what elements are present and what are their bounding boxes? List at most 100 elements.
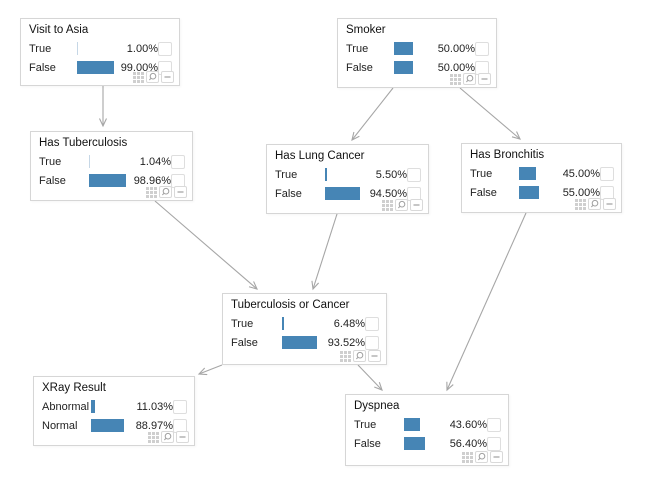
probability-bar-track: [281, 336, 319, 349]
node-has-lung-cancer[interactable]: Has Lung Cancer True 5.50% False 94.50%: [266, 144, 429, 214]
state-percentage: 45.00%: [562, 167, 600, 180]
evidence-checkbox[interactable]: [158, 41, 172, 56]
node-footer: [450, 73, 491, 85]
magnifier-icon[interactable]: [146, 71, 159, 83]
evidence-checkbox[interactable]: [487, 417, 501, 432]
node-title: XRay Result: [42, 382, 106, 394]
grid-icon[interactable]: [148, 431, 159, 443]
state-label: False: [39, 174, 66, 187]
node-title: Smoker: [346, 24, 386, 36]
grid-icon[interactable]: [146, 186, 157, 198]
monitor-rows: True 5.50% False 94.50%: [267, 164, 428, 203]
evidence-checkbox[interactable]: [365, 316, 379, 331]
state-percentage: 55.00%: [562, 186, 600, 199]
node-dyspnea[interactable]: Dyspnea True 43.60% False 56.40%: [345, 394, 509, 466]
monitor-rows: True 50.00% False 50.00%: [338, 38, 496, 77]
state-percentage: 50.00%: [437, 61, 475, 74]
probability-bar: [404, 437, 426, 450]
collapse-minus-icon[interactable]: [490, 451, 503, 463]
probability-bar-track: [91, 400, 128, 413]
grid-icon[interactable]: [340, 350, 351, 362]
evidence-checkbox[interactable]: [487, 436, 501, 451]
evidence-checkbox[interactable]: [600, 166, 614, 181]
grid-icon[interactable]: [450, 73, 461, 85]
state-label: True: [470, 167, 493, 180]
probability-bar: [404, 418, 421, 431]
magnifier-icon[interactable]: [463, 73, 476, 85]
state-label: True: [29, 42, 52, 55]
evidence-checkbox[interactable]: [171, 154, 185, 169]
node-tuberculosis-or-cancer[interactable]: Tuberculosis or Cancer True 6.48% False …: [222, 293, 387, 365]
state-row: True 1.04%: [31, 152, 192, 171]
magnifier-icon[interactable]: [588, 198, 601, 210]
magnifier-icon[interactable]: [353, 350, 366, 362]
state-percentage: 56.40%: [449, 437, 487, 450]
evidence-checkbox[interactable]: [173, 399, 187, 414]
node-has-tuberculosis[interactable]: Has Tuberculosis True 1.04% False 98.96%: [30, 131, 193, 201]
grid-icon[interactable]: [133, 71, 144, 83]
collapse-minus-icon[interactable]: [161, 71, 174, 83]
monitor-rows: Abnormal 11.03% Normal 88.97%: [34, 396, 194, 435]
magnifier-icon[interactable]: [161, 431, 174, 443]
edge-tuberculosis-or-cancer-to-xray-result: [197, 364, 223, 376]
state-percentage: 94.50%: [369, 187, 407, 200]
collapse-minus-icon[interactable]: [410, 199, 423, 211]
probability-bar-track: [77, 42, 114, 55]
state-label: False: [354, 437, 381, 450]
state-label: True: [275, 168, 298, 181]
collapse-minus-icon[interactable]: [176, 431, 189, 443]
probability-bar: [518, 186, 539, 199]
probability-bar-track: [77, 61, 115, 74]
probability-bar: [91, 400, 96, 413]
state-row: False 50.00%: [338, 58, 496, 77]
evidence-checkbox[interactable]: [407, 167, 421, 182]
grid-icon[interactable]: [382, 199, 393, 211]
state-percentage: 5.50%: [375, 168, 407, 181]
node-has-bronchitis[interactable]: Has Bronchitis True 45.00% False 55.00%: [461, 143, 622, 213]
probability-bar-track: [518, 167, 556, 180]
probability-bar: [77, 61, 115, 74]
magnifier-icon[interactable]: [395, 199, 408, 211]
probability-bar-track: [324, 168, 362, 181]
state-label: Abnormal: [42, 400, 90, 413]
probability-bar: [394, 42, 414, 55]
collapse-minus-icon[interactable]: [603, 198, 616, 210]
evidence-checkbox[interactable]: [365, 335, 379, 350]
probability-bar: [88, 174, 126, 187]
grid-icon[interactable]: [575, 198, 586, 210]
node-smoker[interactable]: Smoker True 50.00% False 50.00%: [337, 18, 497, 88]
state-label: Normal: [42, 419, 78, 432]
collapse-minus-icon[interactable]: [478, 73, 491, 85]
state-percentage: 43.60%: [449, 418, 487, 431]
probability-bar: [91, 419, 125, 432]
evidence-checkbox[interactable]: [475, 41, 489, 56]
monitor-rows: True 1.04% False 98.96%: [31, 151, 192, 190]
node-title: Tuberculosis or Cancer: [231, 299, 350, 311]
probability-bar: [518, 167, 536, 180]
collapse-minus-icon[interactable]: [368, 350, 381, 362]
monitor-rows: True 1.00% False 99.00%: [21, 38, 179, 77]
state-percentage: 88.97%: [135, 419, 173, 432]
state-percentage: 6.48%: [333, 317, 365, 330]
node-title: Has Bronchitis: [470, 149, 545, 161]
magnifier-icon[interactable]: [475, 451, 488, 463]
node-footer: [382, 199, 423, 211]
edge-tuberculosis-or-cancer-to-dyspnea: [357, 364, 383, 391]
probability-bar-track: [88, 155, 126, 168]
state-row: False 98.96%: [31, 171, 192, 190]
magnifier-icon[interactable]: [159, 186, 172, 198]
probability-bar-track: [91, 419, 128, 432]
grid-icon[interactable]: [462, 451, 473, 463]
state-row: False 55.00%: [462, 183, 621, 202]
collapse-minus-icon[interactable]: [174, 186, 187, 198]
monitor-rows: True 45.00% False 55.00%: [462, 163, 621, 202]
probability-bar: [281, 336, 317, 349]
probability-bar-track: [394, 61, 431, 74]
probability-bar-track: [281, 317, 319, 330]
node-visit-to-asia[interactable]: Visit to Asia True 1.00% False 99.00%: [20, 18, 180, 86]
node-xray-result[interactable]: XRay Result Abnormal 11.03% Normal 88.97…: [33, 376, 195, 446]
probability-bar-track: [404, 437, 441, 450]
node-footer: [340, 350, 381, 362]
edge-has-bronchitis-to-dyspnea: [446, 212, 527, 392]
